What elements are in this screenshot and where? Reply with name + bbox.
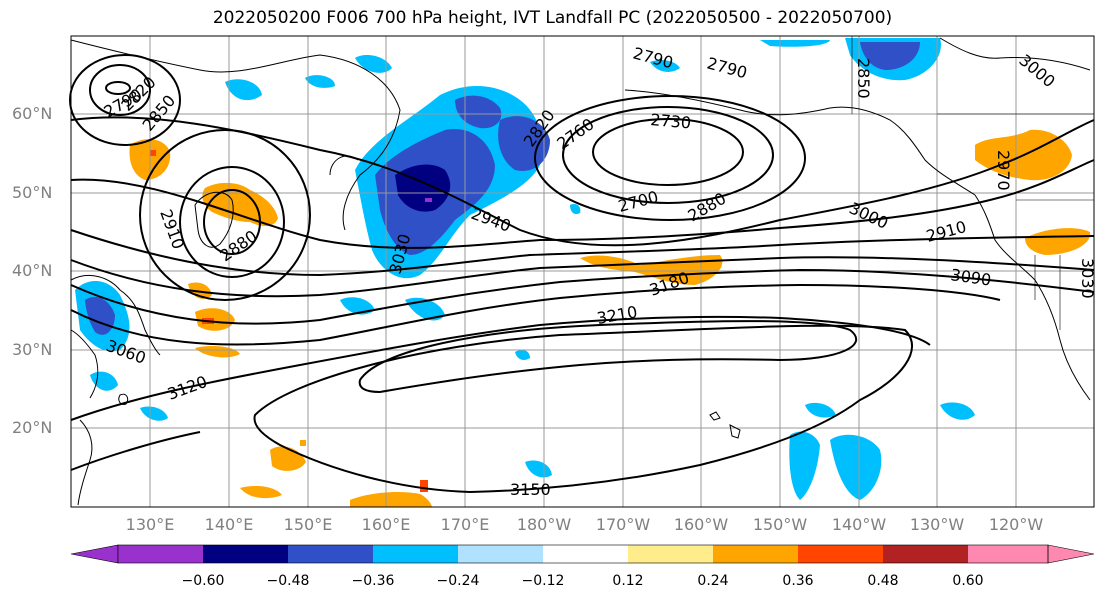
- lat-label: 60°N: [12, 104, 53, 123]
- ivt-negative-shading: [75, 38, 975, 500]
- lon-label: 130°E: [125, 515, 175, 534]
- colorbar-tick-label: 0.12: [612, 573, 644, 589]
- lon-label: 170°W: [595, 515, 651, 534]
- lon-label: 120°W: [988, 515, 1044, 534]
- map-title: 2022050200 F006 700 hPa height, IVT Land…: [212, 8, 893, 28]
- contour-label: 3150: [510, 480, 551, 499]
- contour-label: 3030: [1078, 258, 1097, 299]
- colorbar-tick-label: −0.12: [521, 573, 565, 589]
- lat-label: 30°N: [12, 340, 53, 359]
- lon-label: 160°W: [673, 515, 729, 534]
- lat-label: 20°N: [12, 418, 53, 437]
- contour-label: 2970: [994, 150, 1013, 191]
- map-frame: [70, 35, 1095, 508]
- lat-label: 50°N: [12, 183, 53, 202]
- colorbar-tick-label: 0.24: [697, 573, 729, 589]
- lon-label: 140°W: [831, 515, 887, 534]
- lon-label: 150°E: [283, 515, 333, 534]
- contour-label: 2850: [854, 58, 873, 99]
- colorbar-tick-label: 0.60: [952, 573, 984, 589]
- height-contours: [69, 54, 1095, 494]
- colorbar-tick-label: −0.24: [436, 573, 480, 589]
- lat-label: 40°N: [12, 261, 53, 280]
- lon-label: 130°W: [909, 515, 965, 534]
- lon-label: 160°E: [361, 515, 411, 534]
- colorbar-tick-label: 0.36: [782, 573, 814, 589]
- lon-label: 140°E: [204, 515, 254, 534]
- colorbar-tick-label: −0.36: [351, 573, 395, 589]
- lon-label: 180°W: [516, 515, 572, 534]
- contour-label: 2730: [650, 110, 692, 132]
- lon-label: 150°W: [752, 515, 808, 534]
- colorbar-tick-label: −0.48: [266, 573, 310, 589]
- lon-label: 170°E: [440, 515, 490, 534]
- colorbar: [70, 544, 1095, 564]
- colorbar-tick-label: −0.60: [181, 573, 225, 589]
- colorbar-tick-label: 0.48: [867, 573, 899, 589]
